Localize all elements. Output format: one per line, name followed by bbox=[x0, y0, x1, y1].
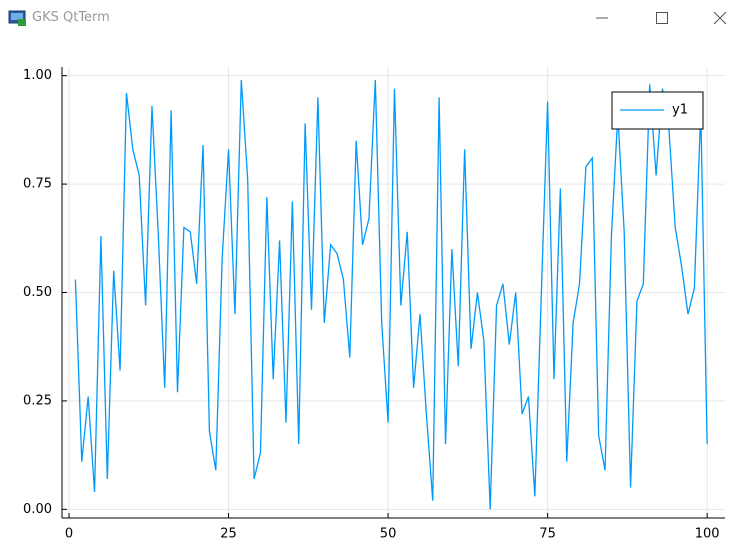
y-tick-label: 0.75 bbox=[23, 177, 52, 192]
x-tick-label: 0 bbox=[65, 527, 73, 542]
y-tick-label: 0.00 bbox=[23, 502, 52, 517]
title-bar: GKS QtTerm bbox=[0, 0, 746, 36]
window-title: GKS QtTerm bbox=[32, 10, 110, 25]
x-tick-label: 25 bbox=[220, 527, 237, 542]
app-icon bbox=[8, 10, 26, 26]
close-button[interactable] bbox=[713, 11, 727, 25]
y-tick-label: 0.25 bbox=[23, 393, 52, 408]
y-tick-label: 0.50 bbox=[23, 285, 52, 300]
x-tick-label: 100 bbox=[695, 527, 720, 542]
y-tick-label: 1.00 bbox=[23, 68, 52, 83]
window-controls bbox=[596, 11, 727, 25]
x-tick-label: 50 bbox=[380, 527, 397, 542]
x-tick-label: 75 bbox=[539, 527, 556, 542]
maximize-button[interactable] bbox=[656, 12, 668, 24]
legend-label: y1 bbox=[672, 103, 688, 118]
data-line bbox=[74, 79, 708, 510]
